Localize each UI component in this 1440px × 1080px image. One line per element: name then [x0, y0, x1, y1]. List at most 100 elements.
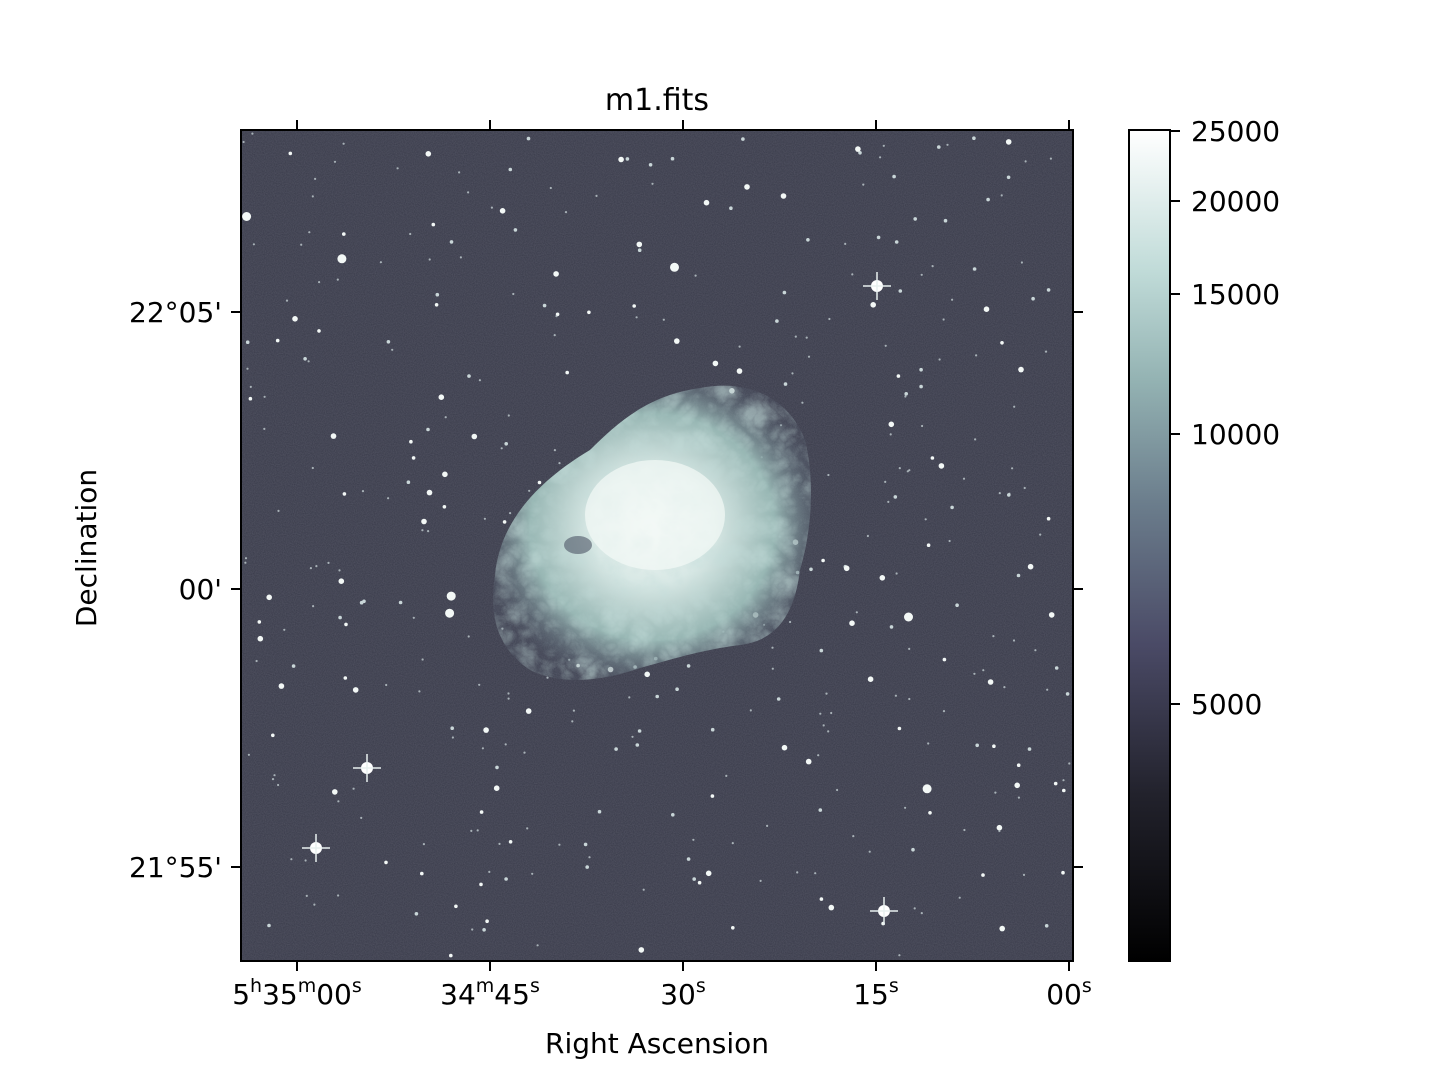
star: [821, 558, 825, 563]
star: [277, 509, 280, 512]
star: [307, 360, 310, 363]
star: [855, 146, 861, 152]
star: [1049, 157, 1052, 160]
star: [422, 843, 425, 846]
star: [435, 292, 440, 297]
star: [483, 517, 486, 520]
star: [805, 758, 812, 765]
star: [1011, 467, 1014, 470]
star: [1014, 782, 1020, 789]
star: [1012, 639, 1016, 642]
star: [996, 824, 1003, 831]
star: [806, 238, 810, 242]
star: [330, 433, 337, 439]
star: [504, 442, 509, 446]
star: [446, 591, 456, 601]
star: [868, 850, 871, 853]
star: [828, 904, 835, 911]
x-tick-label: 30s: [660, 975, 706, 1011]
star: [549, 186, 552, 190]
star: [490, 206, 493, 209]
star: [694, 274, 697, 277]
star: [481, 747, 484, 750]
star: [396, 167, 399, 170]
star: [983, 306, 990, 313]
star: [479, 810, 484, 814]
star: [782, 290, 787, 295]
star: [919, 384, 923, 389]
star: [744, 184, 750, 190]
star: [342, 142, 345, 145]
star: [898, 467, 901, 470]
star: [255, 659, 258, 663]
star: [244, 561, 247, 564]
star: [558, 462, 561, 465]
x-tick-label: 34m45s: [440, 975, 540, 1011]
star: [1000, 194, 1003, 197]
star: [975, 354, 978, 357]
star: [583, 842, 588, 847]
y-axis: [231, 311, 1083, 868]
star: [942, 657, 947, 662]
star: [828, 317, 831, 321]
star: [920, 273, 923, 276]
star: [1061, 870, 1065, 875]
y-tick-label: 21°55': [129, 851, 222, 884]
star: [771, 646, 774, 649]
star: [488, 870, 491, 874]
star: [981, 873, 985, 877]
star: [632, 304, 636, 308]
star: [986, 197, 990, 202]
star: [896, 374, 901, 378]
star: [263, 395, 266, 398]
star: [409, 232, 412, 236]
star: [248, 396, 253, 401]
star: [926, 543, 931, 547]
star: [911, 847, 915, 852]
star: [427, 530, 430, 533]
star: [597, 809, 602, 814]
star: [893, 495, 898, 499]
star: [692, 838, 695, 841]
star: [470, 829, 473, 833]
star: [428, 258, 431, 261]
star: [913, 217, 917, 221]
star: [671, 813, 675, 817]
star: [502, 520, 507, 524]
star: [420, 871, 424, 876]
star: [421, 658, 424, 661]
star: [898, 289, 903, 293]
colorbar-tick-label: 10000: [1191, 418, 1280, 451]
star: [585, 865, 589, 869]
star: [411, 456, 416, 460]
star: [292, 316, 298, 322]
star: [818, 808, 823, 812]
star: [705, 870, 712, 877]
star: [409, 439, 413, 444]
star: [391, 348, 394, 351]
star: [267, 923, 271, 928]
star-spike: [863, 272, 891, 300]
star: [478, 683, 481, 686]
star: [819, 648, 824, 653]
star: [482, 928, 486, 932]
star: [283, 628, 286, 631]
star: [459, 256, 462, 259]
star: [1018, 366, 1024, 373]
star: [866, 534, 870, 538]
star: [312, 605, 315, 608]
star: [507, 414, 510, 417]
sky-image: [241, 130, 1073, 961]
star: [631, 735, 634, 738]
star: [904, 806, 907, 809]
star: [712, 360, 719, 367]
star: [692, 877, 696, 881]
star: [493, 785, 500, 791]
star: [775, 319, 779, 323]
star: [244, 557, 248, 560]
star: [450, 726, 455, 730]
star: [1027, 747, 1032, 751]
star: [1034, 649, 1037, 652]
star: [836, 788, 839, 792]
star: [558, 843, 561, 846]
